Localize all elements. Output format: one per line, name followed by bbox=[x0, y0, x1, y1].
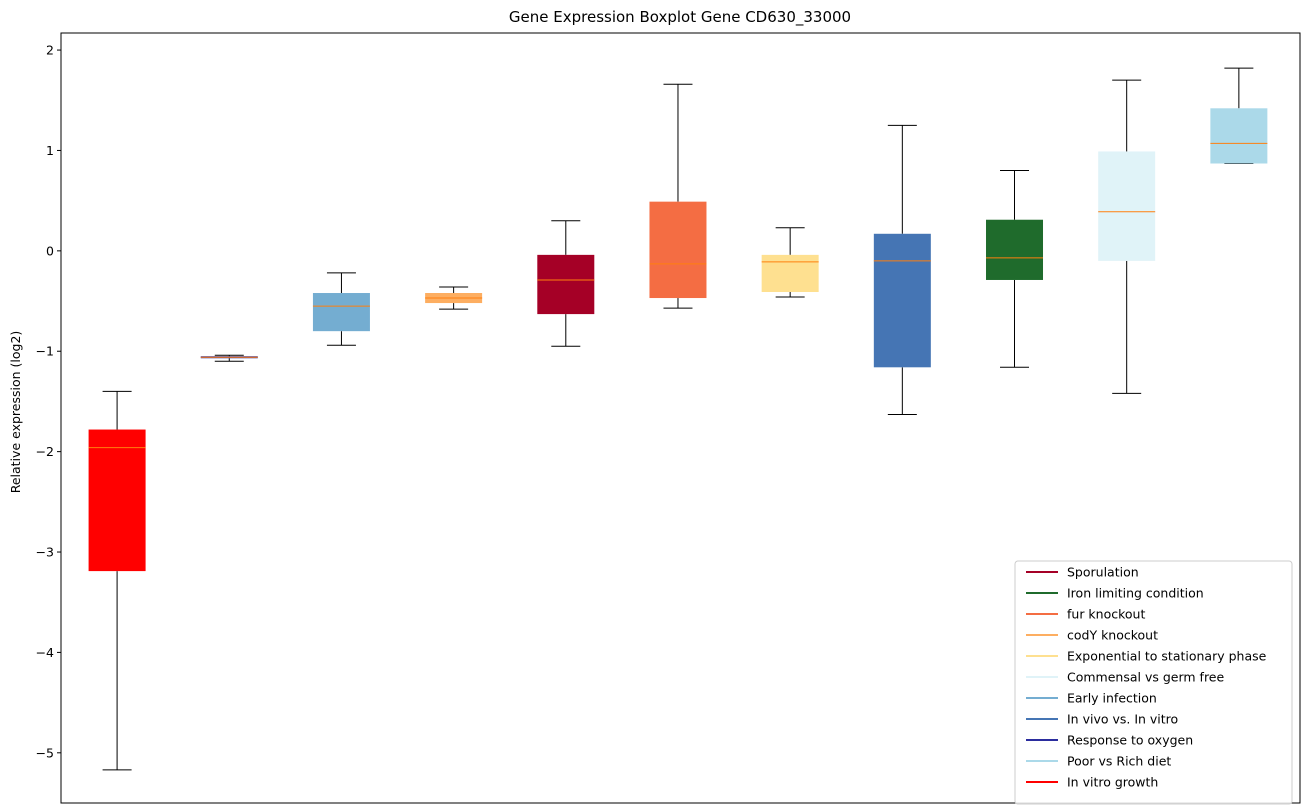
box-group bbox=[986, 170, 1044, 368]
chart-title: Gene Expression Boxplot Gene CD630_33000 bbox=[509, 8, 851, 27]
legend-label: Iron limiting condition bbox=[1067, 586, 1204, 601]
legend-label: Early infection bbox=[1067, 691, 1157, 706]
legend-label: In vivo vs. In vitro bbox=[1067, 712, 1178, 727]
box bbox=[312, 293, 370, 332]
box-group bbox=[312, 272, 370, 346]
box-group bbox=[761, 227, 819, 298]
legend-label: In vitro growth bbox=[1067, 775, 1158, 790]
box-group bbox=[649, 83, 707, 309]
legend-label: Commensal vs germ free bbox=[1067, 670, 1224, 685]
y-tick-label: 0 bbox=[46, 243, 54, 258]
box bbox=[986, 219, 1044, 280]
y-tick-label: 1 bbox=[46, 143, 54, 158]
box bbox=[873, 233, 931, 368]
y-tick-label: 2 bbox=[46, 43, 54, 58]
y-tick-label: −5 bbox=[36, 745, 54, 760]
legend-label: Sporulation bbox=[1067, 565, 1139, 580]
legend-label: Response to oxygen bbox=[1067, 733, 1193, 748]
legend-label: fur knockout bbox=[1067, 607, 1145, 622]
legend-box bbox=[1014, 560, 1293, 805]
box bbox=[761, 254, 819, 293]
legend-label: codY knockout bbox=[1067, 628, 1158, 643]
plot-frame bbox=[60, 32, 1301, 804]
box bbox=[1210, 108, 1268, 164]
box-group bbox=[200, 354, 258, 362]
box-group bbox=[88, 390, 146, 771]
box-group bbox=[873, 124, 931, 415]
box-group bbox=[537, 220, 595, 347]
y-tick-label: −2 bbox=[36, 444, 54, 459]
y-axis-label: Relative expression (log2) bbox=[8, 331, 23, 494]
legend-label: Poor vs Rich diet bbox=[1067, 754, 1171, 769]
y-tick-label: −1 bbox=[36, 344, 54, 359]
legend-label: Exponential to stationary phase bbox=[1067, 649, 1267, 664]
box-group bbox=[1210, 67, 1268, 165]
box-group bbox=[425, 286, 483, 310]
box bbox=[537, 254, 595, 315]
box bbox=[1098, 151, 1156, 261]
box-group bbox=[1098, 79, 1156, 394]
y-tick-label: −3 bbox=[36, 545, 54, 560]
y-tick-label: −4 bbox=[36, 645, 54, 660]
box bbox=[649, 201, 707, 299]
box bbox=[88, 429, 146, 572]
